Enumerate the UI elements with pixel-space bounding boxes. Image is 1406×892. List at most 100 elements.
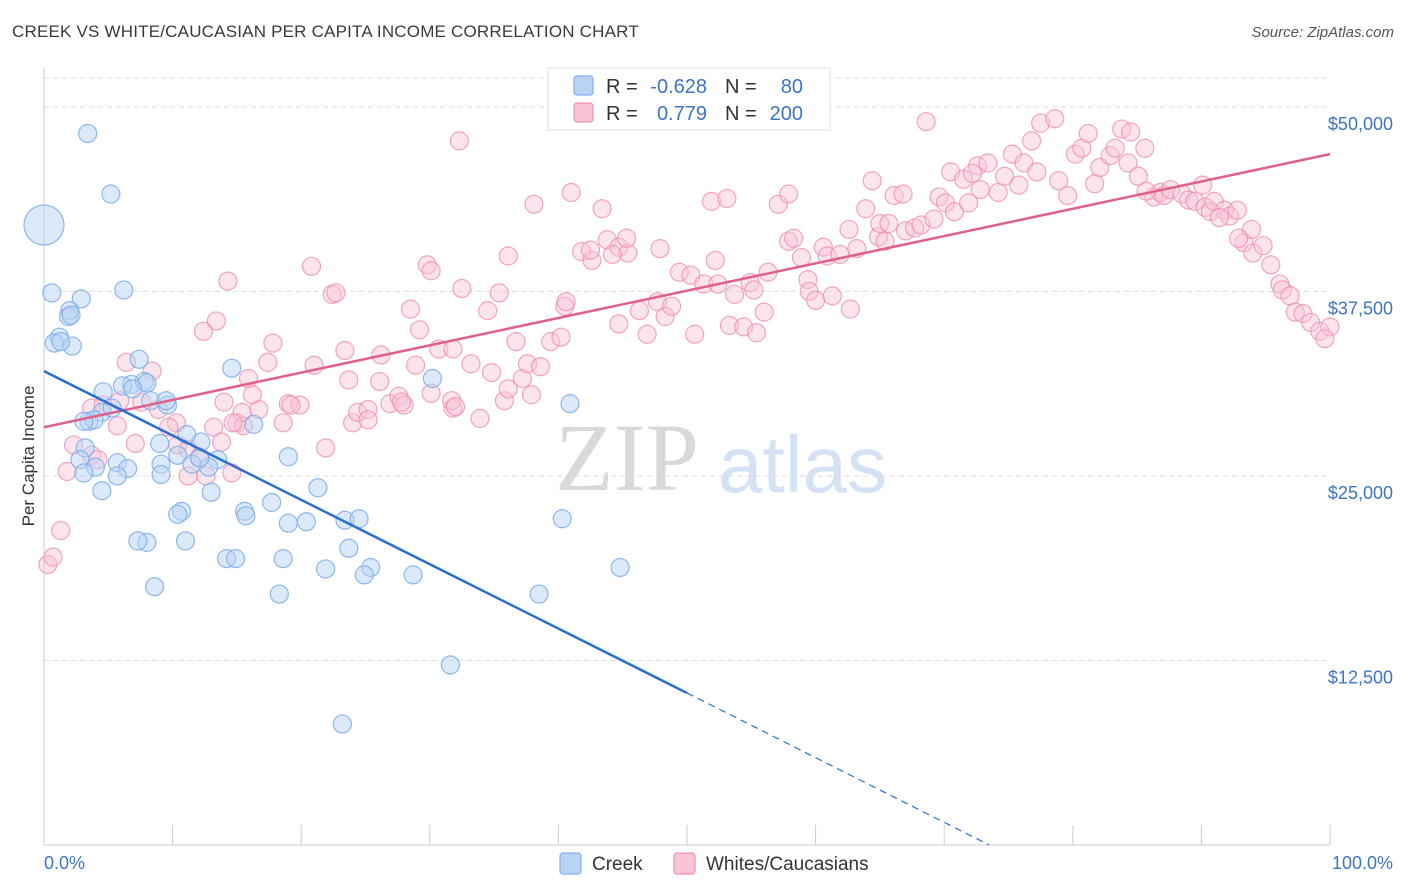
legend-frame xyxy=(547,67,831,131)
data-point-whites xyxy=(370,371,390,392)
data-point-whites xyxy=(1105,138,1125,158)
bottom-legend-swatch-whites xyxy=(673,852,696,875)
data-point-whites xyxy=(1128,166,1148,186)
data-point-whites xyxy=(650,239,670,259)
data-point-whites xyxy=(879,213,899,234)
data-point-whites xyxy=(1185,191,1205,211)
data-point-whites xyxy=(1272,280,1293,300)
data-point-whites xyxy=(1058,185,1078,206)
trend-lines xyxy=(43,152,1331,846)
data-point-whites xyxy=(778,184,799,204)
data-point-whites xyxy=(478,301,498,321)
legend-r-value-creek: -0.628 xyxy=(650,76,707,98)
data-point-whites xyxy=(494,391,514,411)
data-point-creek xyxy=(92,481,112,501)
data-point-whites xyxy=(193,321,214,341)
data-point-whites xyxy=(107,416,127,436)
legend-swatch-whites xyxy=(573,102,594,123)
data-point-whites xyxy=(273,413,293,433)
data-point-creek xyxy=(332,714,352,734)
data-point-whites xyxy=(1253,236,1273,256)
data-point-creek xyxy=(61,305,81,325)
data-point-whites xyxy=(498,379,518,399)
data-point-whites xyxy=(1261,255,1281,275)
x-tick-label-max: 100.0% xyxy=(1332,853,1393,873)
data-point-whites xyxy=(43,547,63,567)
data-point-whites xyxy=(358,399,378,420)
data-point-whites xyxy=(616,228,637,248)
data-point-whites xyxy=(406,355,426,375)
data-point-whites xyxy=(705,250,725,271)
data-point-whites xyxy=(1118,153,1138,173)
data-point-whites xyxy=(962,163,983,183)
data-point-whites xyxy=(822,286,842,306)
data-point-whites xyxy=(1049,171,1069,191)
data-point-creek xyxy=(269,584,289,604)
data-point-whites xyxy=(1315,329,1335,349)
legend-r-label-whites: R = xyxy=(606,103,638,125)
legend-box: R = -0.628 N = 80 R = 0.779 N = 200 xyxy=(547,67,831,131)
data-point-creek xyxy=(42,283,62,303)
data-point-whites xyxy=(856,199,876,219)
data-point-whites xyxy=(461,354,481,374)
data-point-whites xyxy=(1243,243,1263,263)
data-point-whites xyxy=(805,290,826,310)
data-point-creek xyxy=(278,513,298,533)
data-point-whites xyxy=(609,314,629,334)
data-point-whites xyxy=(1280,286,1300,306)
data-point-creek xyxy=(123,379,143,399)
y-tick-label: $12,500 xyxy=(1328,667,1393,687)
data-point-whites xyxy=(489,283,509,303)
data-point-creek xyxy=(236,506,256,526)
data-point-whites xyxy=(258,352,278,372)
data-point-whites xyxy=(316,438,336,458)
data-point-creek xyxy=(128,531,148,551)
chart-title: CREEK VS WHITE/CAUCASIAN PER CAPITA INCO… xyxy=(12,22,639,41)
data-point-whites xyxy=(335,340,355,361)
data-point-whites xyxy=(498,246,518,266)
data-point-whites xyxy=(204,417,224,437)
data-point-whites xyxy=(582,250,602,271)
data-point-whites xyxy=(421,261,441,281)
data-point-whites xyxy=(719,315,740,335)
data-point-whites xyxy=(970,179,990,200)
data-point-whites xyxy=(840,299,860,319)
data-point-whites xyxy=(1285,302,1305,322)
data-point-creek xyxy=(107,466,127,486)
y-axis-title: Per Capita Income xyxy=(19,386,38,527)
bottom-legend-label-whites: Whites/Caucasians xyxy=(706,854,869,875)
data-point-whites xyxy=(778,231,799,251)
data-point-whites xyxy=(580,240,601,260)
watermark-atlas: atlas xyxy=(718,420,887,509)
x-tick-label-min: 0.0% xyxy=(44,853,85,873)
data-point-creek xyxy=(114,280,134,300)
data-point-whites xyxy=(1227,200,1248,220)
data-point-whites xyxy=(211,432,232,452)
data-point-creek xyxy=(74,463,94,483)
y-tick-labels: $12,500 $25,000 $37,500 $50,000 xyxy=(1328,114,1393,688)
data-point-whites xyxy=(326,283,346,303)
data-point-creek xyxy=(308,478,328,498)
data-point-creek xyxy=(144,577,165,597)
data-point-whites xyxy=(988,182,1008,203)
data-point-whites xyxy=(506,332,526,352)
data-point-whites xyxy=(744,280,764,300)
data-point-whites xyxy=(602,244,623,265)
data-point-whites xyxy=(1320,317,1340,337)
data-point-whites xyxy=(669,262,689,282)
data-point-creek xyxy=(296,512,316,532)
data-point-whites xyxy=(1022,131,1042,151)
bottom-legend-swatch-creek xyxy=(559,852,582,875)
data-point-whites xyxy=(125,433,145,454)
trend-line-whites xyxy=(43,152,1331,429)
data-point-whites xyxy=(343,413,363,433)
data-point-whites xyxy=(1031,113,1051,133)
legend-n-value-creek: 80 xyxy=(781,76,803,98)
data-point-creek xyxy=(175,531,196,551)
data-point-creek xyxy=(244,414,264,434)
data-point-creek xyxy=(262,492,282,513)
legend-n-label-creek: N = xyxy=(725,76,757,98)
data-point-whites xyxy=(242,385,262,405)
data-point-whites xyxy=(222,463,242,483)
